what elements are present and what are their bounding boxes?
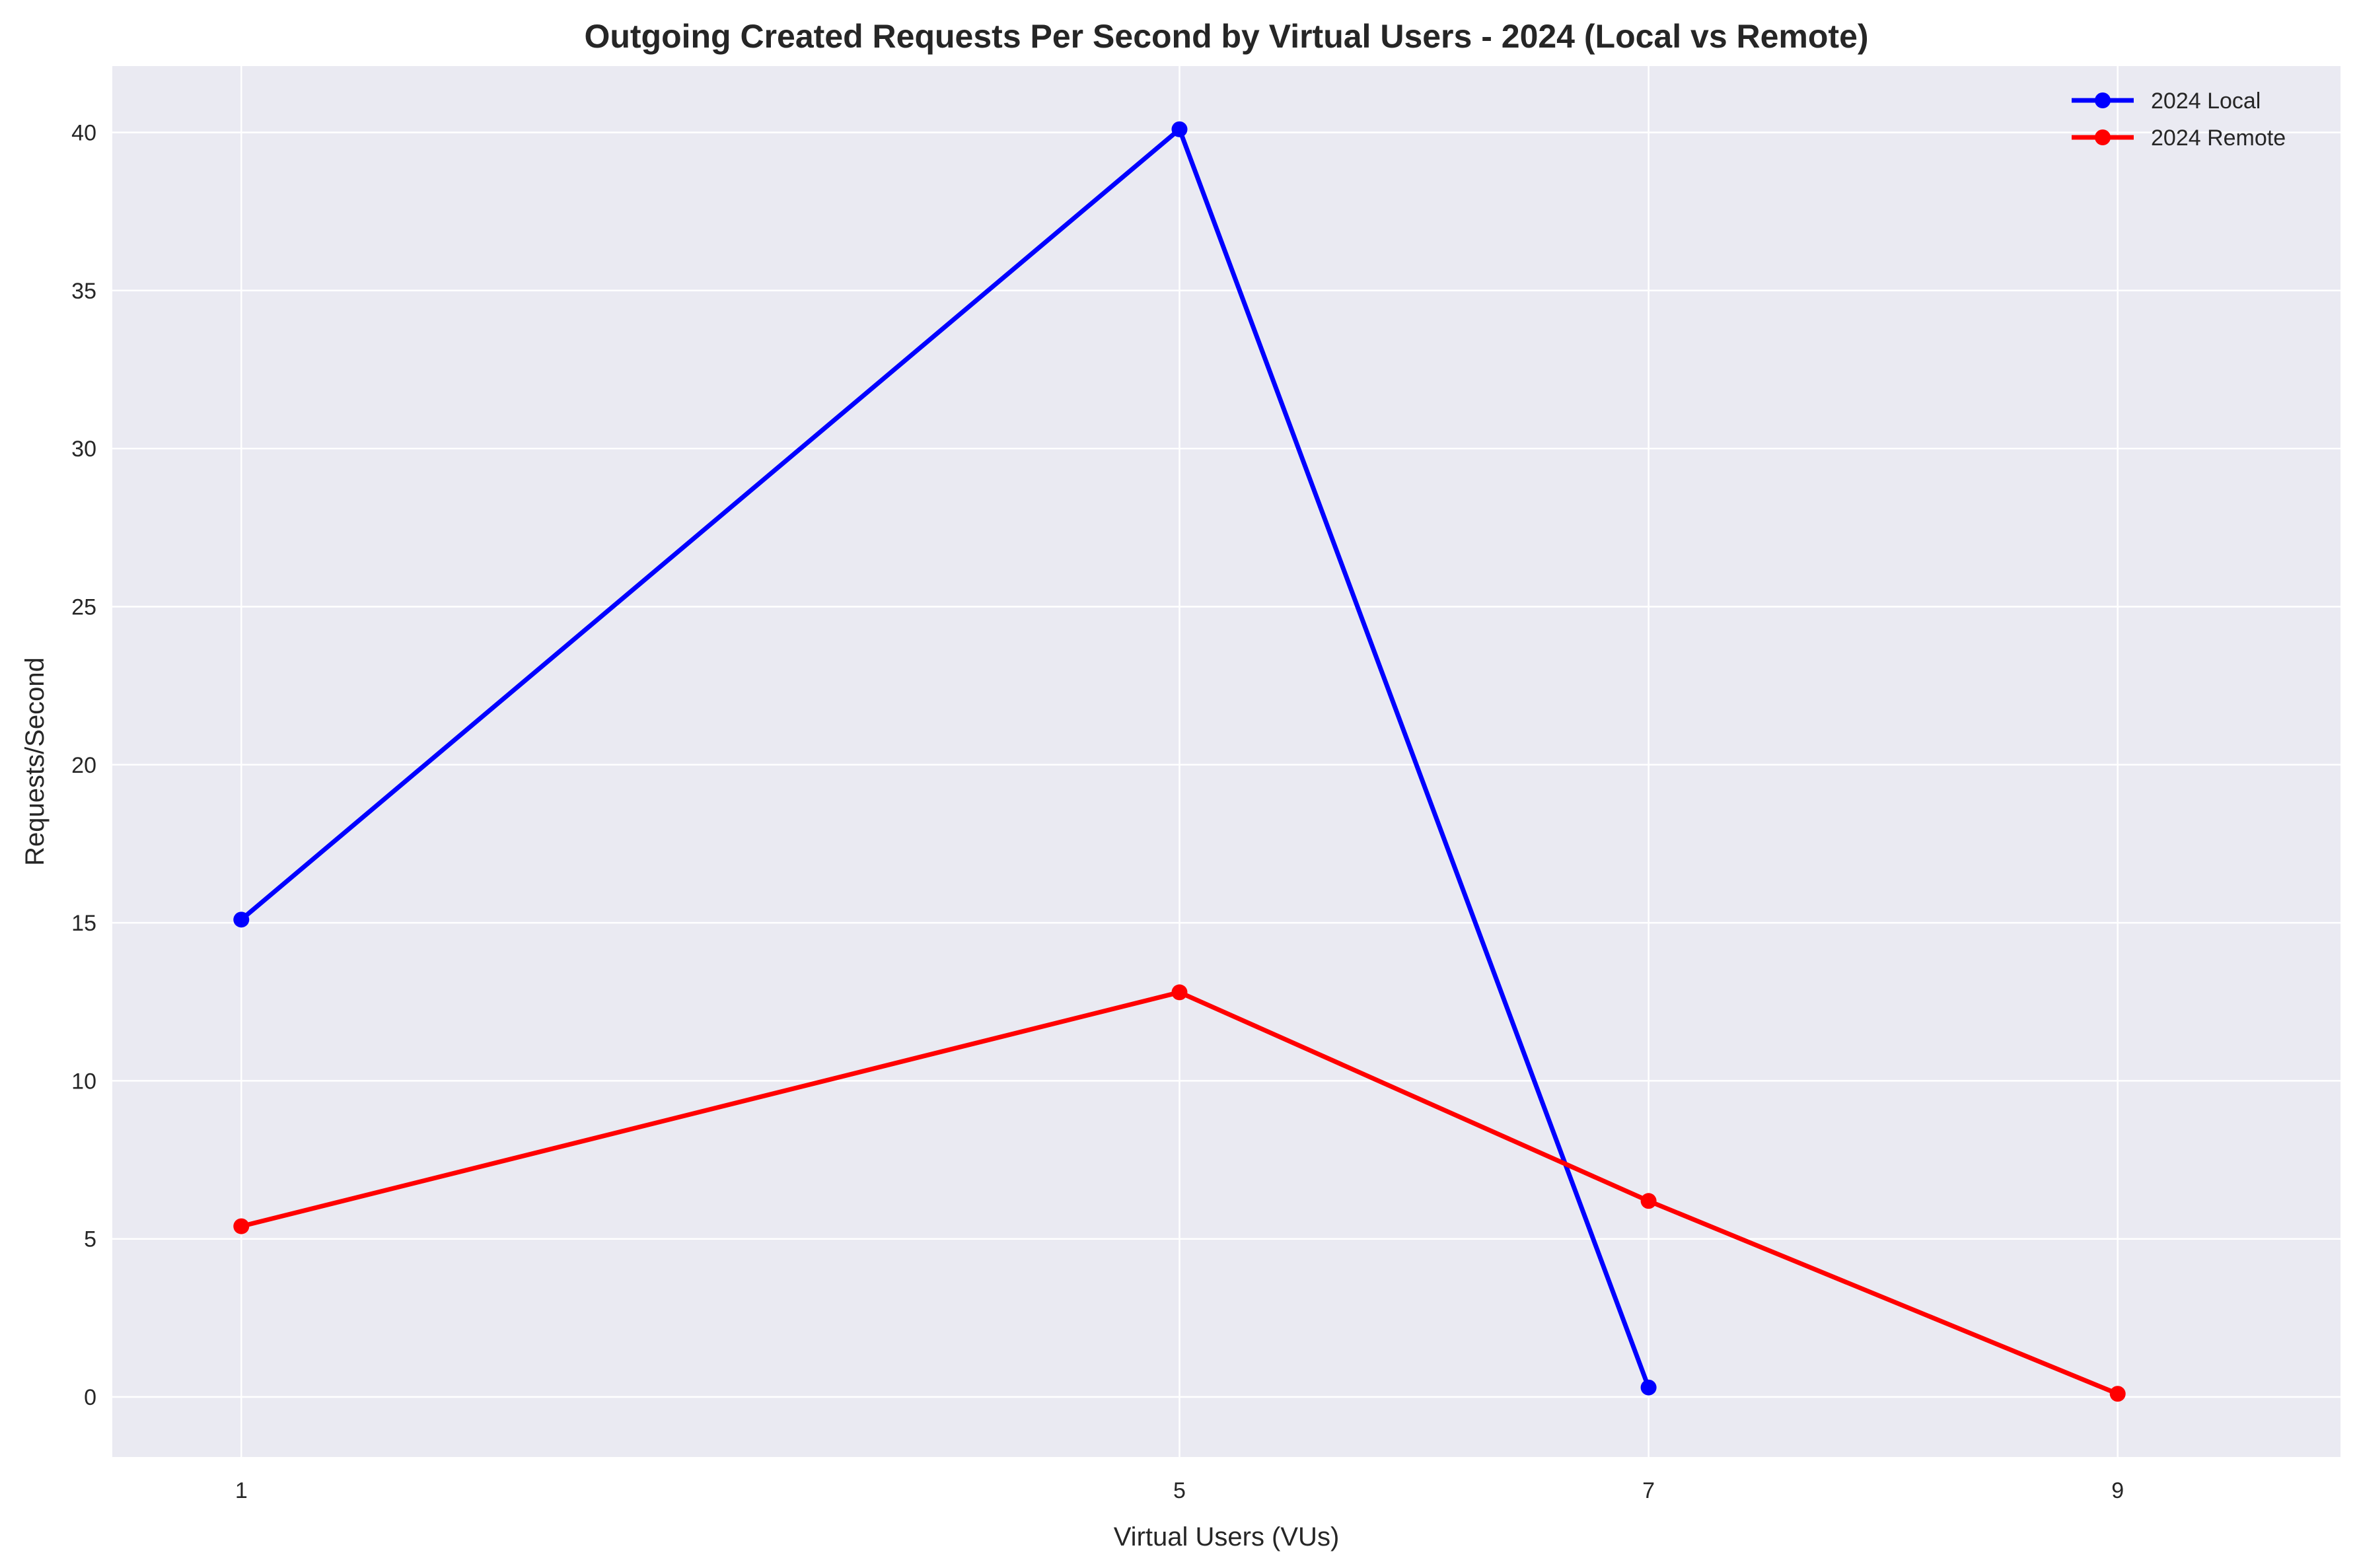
y-tick-label: 35 [71,279,96,304]
series-2024-remote [233,984,2126,1402]
y-tick-label: 40 [71,121,96,146]
y-tick-label: 5 [84,1227,96,1252]
legend-marker [2095,92,2111,108]
legend-label: 2024 Remote [2151,125,2286,151]
legend: 2024 Local 2024 Remote [2072,89,2286,151]
y-tick-label: 20 [71,753,96,778]
x-tick-label: 7 [1642,1478,1655,1503]
y-axis-label: Requests/Second [20,657,50,866]
x-tick-label: 1 [235,1478,248,1503]
x-tick-label: 5 [1173,1478,1186,1503]
data-point [2109,1386,2126,1402]
series-line [238,989,2121,1396]
plot-area [112,66,2341,1457]
chart-title: Outgoing Created Requests Per Second by … [584,18,1868,55]
data-point [1171,984,1188,1001]
y-tick-label: 15 [71,911,96,936]
series-layer [233,121,2126,1402]
legend-entry: 2024 Local [2072,89,2261,114]
data-point [233,911,250,928]
data-point [233,1218,250,1234]
data-point [1640,1193,1657,1209]
x-axis-label: Virtual Users (VUs) [1114,1522,1340,1551]
x-tick-label: 9 [2111,1478,2124,1503]
y-axis-ticks: 0 5 10 15 20 25 30 35 40 [71,121,96,1411]
legend-marker [2095,129,2111,145]
y-tick-label: 0 [84,1385,96,1410]
data-point [1171,121,1188,137]
data-point [1640,1379,1657,1396]
legend-label: 2024 Local [2151,89,2261,114]
y-tick-label: 25 [71,594,96,620]
y-tick-label: 10 [71,1069,96,1094]
y-tick-label: 30 [71,437,96,462]
series-2024-local [233,121,1657,1396]
legend-entry: 2024 Remote [2072,125,2286,151]
